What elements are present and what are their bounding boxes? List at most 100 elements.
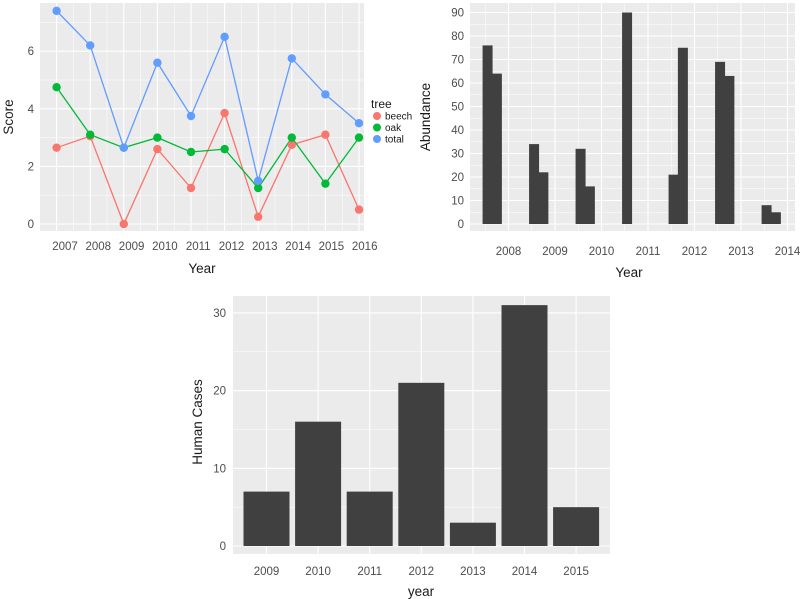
score-horizontal-gridlines	[40, 22, 364, 225]
abundance-y-tick-label: 60	[451, 78, 464, 90]
score-point-total	[186, 111, 196, 121]
abundance-bar	[677, 47, 688, 224]
score-point-oak	[153, 133, 162, 142]
score-point-beech	[321, 130, 330, 139]
score-x-tick-label: 2008	[86, 241, 112, 253]
abundance-bar	[715, 61, 726, 224]
human-cases-x-tick-label: 2010	[305, 566, 331, 578]
score-point-total	[86, 41, 95, 50]
abundance-x-tick-label: 2014	[775, 246, 800, 258]
human-cases-x-tick-label: 2011	[357, 566, 382, 578]
abundance-panel-background	[470, 3, 795, 231]
score-point-beech	[119, 219, 128, 229]
abundance-horizontal-gridlines	[470, 11, 795, 225]
score-x-tick-label: 2013	[252, 241, 278, 253]
score-x-tick-label: 2014	[285, 241, 311, 253]
score-point-oak	[220, 144, 229, 154]
abundance-bar	[575, 148, 586, 224]
score-point-oak	[287, 133, 296, 142]
score-y-tick-labels: 0 2 4 6	[28, 46, 35, 231]
abundance-x-tick-label: 2013	[728, 246, 754, 258]
human-cases-bar-2010	[295, 421, 342, 546]
abundance-bar	[668, 174, 679, 224]
abundance-x-tick-label: 2010	[589, 246, 615, 258]
abundance-x-tick-label: 2012	[682, 246, 708, 258]
legend-key-total	[373, 135, 381, 143]
score-line-oak	[56, 86, 360, 190]
human-cases-x-tick-label: 2009	[254, 566, 280, 578]
score-line-total	[56, 10, 360, 181]
human-cases-x-tick-label: 2014	[512, 566, 538, 578]
abundance-bar	[724, 75, 735, 224]
abundance-bars	[482, 12, 781, 225]
score-series-points	[52, 6, 364, 229]
human-cases-x-axis-title: year	[408, 584, 435, 599]
abundance-y-tick-label: 70	[451, 55, 464, 67]
score-y-tick-label: 0	[28, 219, 34, 231]
abundance-bar	[761, 205, 772, 224]
abundance-bar	[491, 73, 502, 224]
abundance-y-tick-label: 50	[451, 102, 464, 114]
score-point-total	[254, 176, 263, 185]
abundance-x-axis-title: Year	[615, 265, 643, 280]
human-cases-y-axis-title: Human Cases	[190, 379, 205, 465]
abundance-y-tick-label: 20	[451, 172, 464, 184]
score-y-axis-title: Score	[1, 99, 16, 134]
human-cases-x-tick-label: 2012	[409, 566, 435, 578]
human-cases-x-tick-label: 2013	[460, 566, 486, 578]
human-cases-x-tick-labels: 2009 2010 2011 2012 2013 2014 2015	[254, 566, 589, 578]
human-cases-bars	[243, 305, 600, 546]
abundance-x-tick-labels: 2008 2009 2010 2011 2012 2013 2014	[496, 246, 800, 258]
score-point-beech	[254, 212, 263, 221]
abundance-bar	[482, 45, 493, 225]
abundance-y-tick-label: 10	[451, 196, 464, 208]
score-point-total	[354, 119, 364, 128]
score-point-total	[119, 143, 128, 152]
score-point-oak	[186, 147, 196, 157]
abundance-bar	[622, 12, 633, 224]
human-cases-y-tick-label: 10	[213, 463, 226, 475]
score-series-lines	[56, 10, 360, 226]
human-cases-bar-2015	[553, 507, 600, 546]
score-point-beech	[220, 108, 229, 118]
score-y-tick-label: 4	[28, 104, 35, 116]
score-point-beech	[52, 143, 61, 152]
score-legend-title: tree	[371, 97, 392, 111]
legend-label-total: total	[385, 135, 404, 146]
abundance-x-tick-label: 2008	[496, 246, 522, 258]
abundance-y-tick-labels: 0 10 20 30 40 50 60 70 80 90	[451, 8, 464, 232]
score-point-beech	[153, 144, 162, 154]
human-cases-bar-2011	[346, 491, 393, 546]
human-cases-bar-2013	[449, 522, 496, 546]
score-line-chart: 0 2 4 6 2007 2008 2009 2010 2011 2012 2013 2014 201…	[1, 3, 412, 276]
human-cases-x-tick-label: 2015	[563, 566, 589, 578]
score-x-tick-label: 2007	[52, 241, 78, 253]
score-x-tick-label: 2015	[319, 241, 345, 253]
abundance-bar-chart: 0 10 20 30 40 50 60 70 80 90 2008 2009 2010 2011 2012…	[418, 3, 800, 280]
abundance-bar	[529, 144, 540, 224]
abundance-y-tick-label: 80	[451, 31, 464, 43]
legend-key-oak	[373, 123, 381, 132]
abundance-y-tick-label: 0	[458, 219, 464, 231]
legend-key-beech	[373, 112, 381, 120]
abundance-bar	[770, 212, 781, 224]
score-y-tick-label: 6	[28, 46, 34, 58]
score-point-total	[287, 54, 296, 63]
score-x-tick-label: 2010	[152, 241, 178, 253]
abundance-x-tick-label: 2011	[636, 246, 661, 258]
score-point-total	[321, 90, 330, 99]
human-cases-bar-2012	[398, 382, 445, 546]
human-cases-y-tick-label: 20	[213, 386, 226, 398]
score-x-tick-label: 2009	[119, 241, 145, 253]
score-x-tick-labels: 2007 2008 2009 2010 2011 2012 2013 2014 2015 2016	[52, 241, 377, 253]
score-point-beech	[354, 205, 364, 214]
score-point-beech	[186, 183, 196, 193]
score-point-total	[52, 6, 61, 16]
human-cases-bar-chart: 0 10 20 30 2009 2010 2011 2012 2013 2014 2015 yea…	[190, 296, 610, 599]
human-cases-bar-2014	[501, 305, 548, 546]
abundance-y-axis-title: Abundance	[418, 83, 433, 151]
score-point-oak	[321, 179, 330, 188]
